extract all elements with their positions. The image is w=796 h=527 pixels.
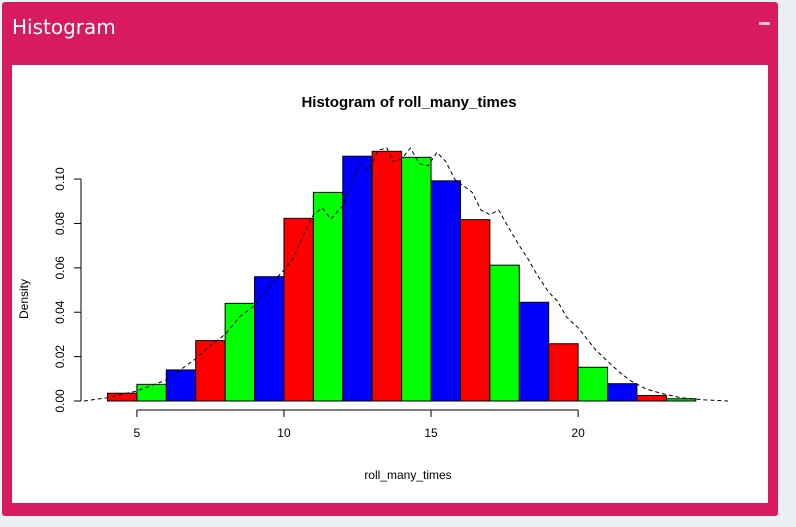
histogram-chart: Histogram of roll_many_times 5 10 15 20 0.0… (17, 94, 729, 482)
x-axis: 5 10 15 20 (134, 409, 585, 440)
histogram-bar (430, 180, 461, 402)
chart-title: Histogram of roll_many_times (301, 94, 516, 111)
collapse-button[interactable] (754, 14, 774, 34)
histogram-box: Histogram Histogram of roll_many_times 5… (2, 2, 778, 516)
histogram-bar (518, 301, 550, 402)
y-tick-label: 0.04 (53, 300, 67, 324)
y-axis-label: Density (17, 279, 31, 319)
histogram-bar (401, 156, 432, 402)
y-tick-label: 0.02 (53, 345, 67, 369)
y-axis: 0.00 0.02 0.04 0.06 0.08 0.10 (53, 167, 82, 413)
y-tick-label: 0.10 (53, 167, 67, 191)
y-tick-label: 0.06 (53, 256, 67, 280)
histogram-bar (607, 383, 638, 402)
x-tick-label: 5 (134, 426, 141, 440)
y-tick-label: 0.08 (53, 211, 67, 235)
box-title: Histogram (12, 15, 116, 39)
density-curve (83, 147, 729, 402)
histogram-bar (195, 340, 226, 402)
x-tick-label: 15 (424, 426, 438, 440)
box-header: Histogram (2, 2, 778, 52)
histogram-bar (636, 394, 667, 402)
x-axis-label: roll_many_times (364, 468, 451, 482)
histogram-bar (224, 302, 256, 402)
histogram-bar (459, 219, 491, 402)
histogram-bar (665, 398, 697, 402)
bars-group (106, 150, 697, 402)
histogram-bar (254, 276, 285, 402)
x-tick-label: 20 (571, 426, 585, 440)
histogram-bar (548, 343, 579, 402)
histogram-bar (312, 191, 344, 402)
histogram-bar (489, 264, 520, 402)
histogram-bar (136, 383, 167, 402)
y-tick-label: 0.00 (53, 389, 67, 413)
box-body: Histogram of roll_many_times 5 10 15 20 0.0… (12, 65, 768, 503)
histogram-bar (165, 369, 197, 402)
histogram-bar (371, 150, 403, 402)
histogram-bar (577, 366, 609, 402)
histogram-bar (342, 155, 373, 402)
x-tick-label: 10 (277, 426, 291, 440)
minus-icon (759, 22, 770, 25)
